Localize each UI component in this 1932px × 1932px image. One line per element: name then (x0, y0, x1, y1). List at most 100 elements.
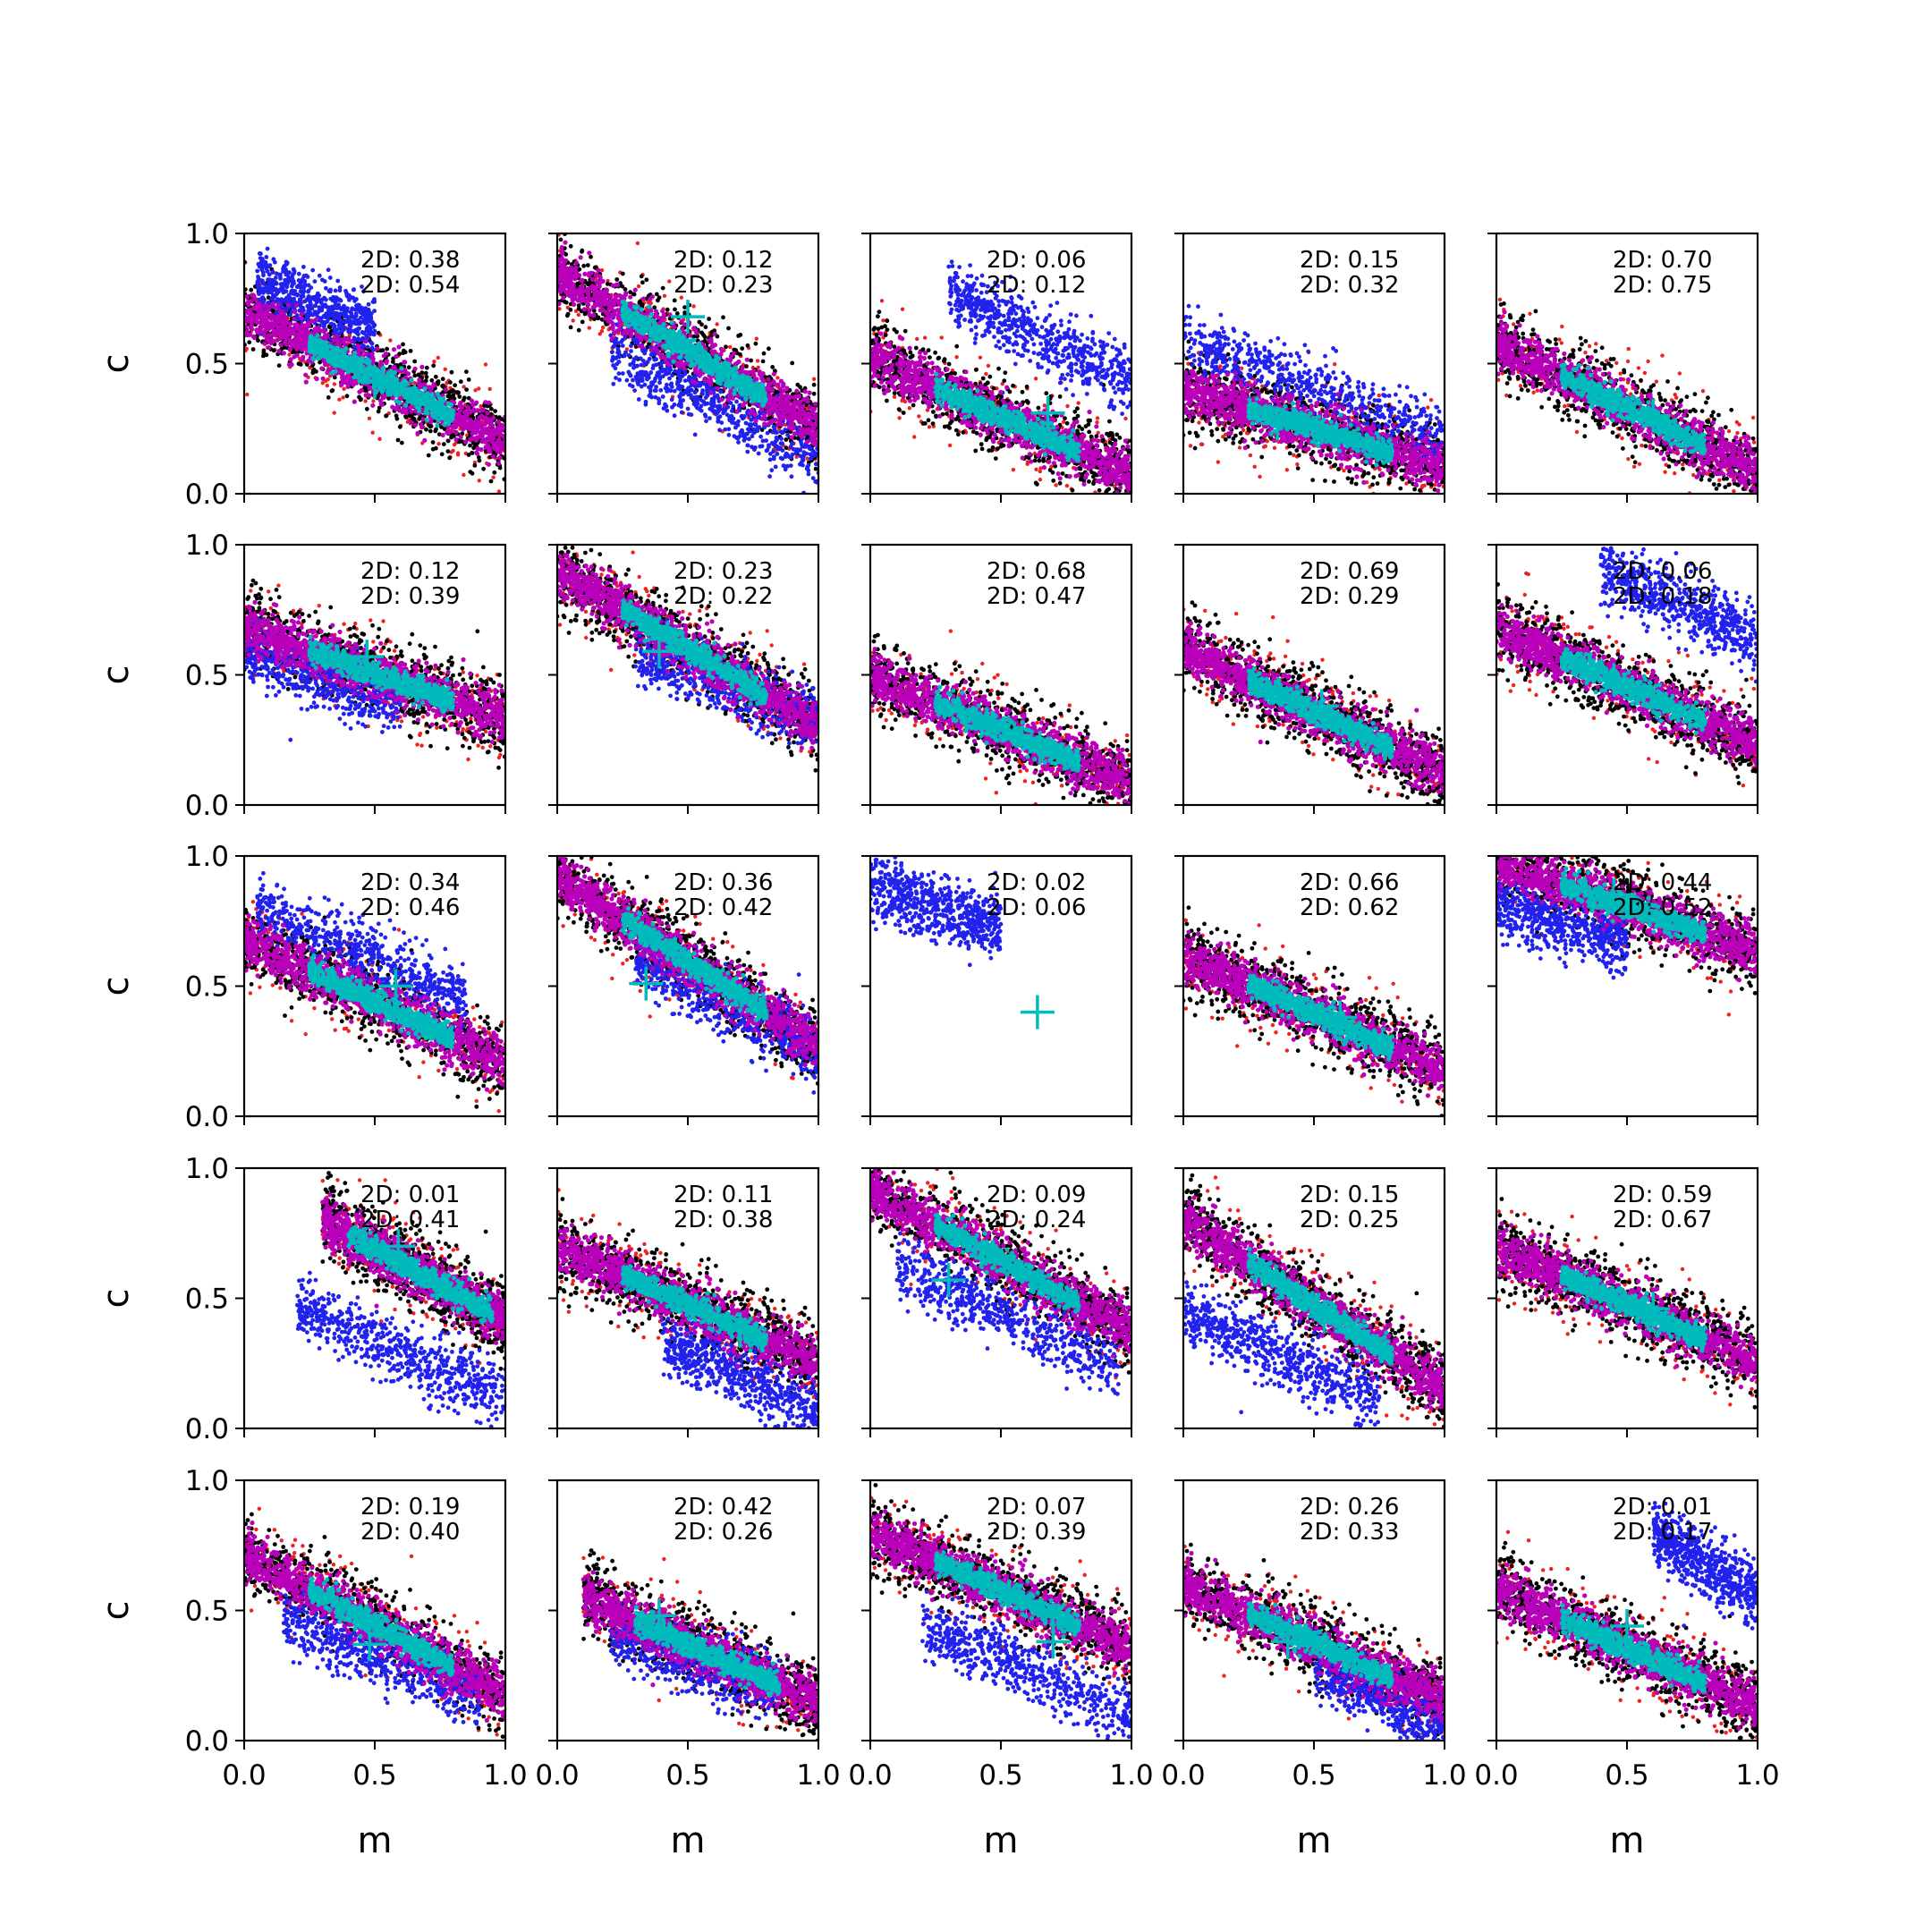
panel-annotation: 2D: 0.39 (987, 1519, 1086, 1546)
x-tick-label: 0.5 (1292, 1759, 1335, 1792)
panel-annotation: 2D: 0.12 (987, 272, 1086, 299)
y-tick-label: 1.0 (185, 1153, 229, 1185)
x-axis-label: m (358, 1820, 393, 1861)
panel-annotation: 2D: 0.01 (1613, 1494, 1712, 1521)
panel-annotation: 2D: 0.23 (674, 558, 773, 585)
y-tick-label: 0.0 (185, 790, 229, 822)
y-axis-label: c (96, 977, 137, 996)
panel-annotation: 2D: 0.38 (674, 1207, 773, 1233)
y-tick-label: 0.5 (185, 349, 229, 381)
panel-annotation: 2D: 0.25 (1300, 1207, 1399, 1233)
panel-annotation: 2D: 0.42 (674, 1494, 773, 1521)
x-axis-label: m (1610, 1820, 1645, 1861)
cyan-points (1247, 1247, 1395, 1366)
panel-annotation: 2D: 0.66 (1300, 869, 1399, 896)
x-tick-label: 1.0 (1109, 1759, 1153, 1792)
panel-annotation: 2D: 0.67 (1613, 1207, 1712, 1233)
y-tick-label: 0.5 (185, 971, 229, 1004)
y-tick-label: 1.0 (185, 1465, 229, 1497)
panel-annotation: 2D: 0.42 (674, 894, 773, 921)
x-tick-label: 0.0 (535, 1759, 579, 1792)
x-tick-label: 0.5 (665, 1759, 709, 1792)
y-tick-label: 0.0 (185, 1413, 229, 1445)
panel-scatter (1182, 600, 1447, 806)
panel-scatter (581, 1548, 821, 1742)
x-tick-label: 1.0 (1422, 1759, 1466, 1792)
panel-annotation: 2D: 0.26 (674, 1519, 773, 1546)
panel-annotation: 2D: 0.06 (987, 247, 1086, 274)
panel-annotation: 2D: 0.46 (360, 894, 460, 921)
y-tick-label: 0.0 (185, 479, 229, 511)
panel-annotation: 2D: 0.36 (674, 869, 773, 896)
y-axis-label: c (96, 354, 137, 374)
panel-annotation: 2D: 0.12 (674, 247, 773, 274)
panel-annotation: 2D: 0.54 (360, 272, 460, 299)
panel-annotation: 2D: 0.75 (1613, 272, 1712, 299)
panel-scatter (1182, 1543, 1447, 1742)
panel-annotation: 2D: 0.15 (1300, 1182, 1399, 1208)
panel-scatter (1495, 298, 1760, 496)
y-axis-label: c (96, 1601, 137, 1621)
panel-annotation: 2D: 0.33 (1300, 1519, 1399, 1546)
panel-annotation: 2D: 0.29 (1300, 583, 1399, 610)
x-tick-label: 0.5 (979, 1759, 1022, 1792)
x-axis-label: m (984, 1820, 1019, 1861)
panel-annotation: 2D: 0.02 (987, 869, 1086, 896)
panel-annotation: 2D: 0.32 (1300, 272, 1399, 299)
y-tick-label: 0.0 (185, 1725, 229, 1758)
panel-annotation: 2D: 0.26 (1300, 1494, 1399, 1521)
panel-annotation: 2D: 0.24 (987, 1207, 1086, 1233)
x-tick-label: 0.5 (352, 1759, 396, 1792)
blue-points (869, 855, 1004, 967)
panel-annotation: 2D: 0.07 (987, 1494, 1086, 1521)
true-value-marker (1021, 996, 1055, 1030)
panel-annotation: 2D: 0.34 (360, 869, 460, 896)
x-tick-label: 0.5 (1605, 1759, 1648, 1792)
y-tick-label: 1.0 (185, 218, 229, 250)
panel-scatter (869, 629, 1134, 806)
x-tick-label: 1.0 (1735, 1759, 1779, 1792)
x-tick-label: 0.0 (222, 1759, 266, 1792)
panel-annotation: 2D: 0.19 (360, 1494, 460, 1521)
panel-annotation: 2D: 0.68 (987, 558, 1086, 585)
panel-scatter (1181, 304, 1446, 496)
panel-annotation: 2D: 0.12 (360, 558, 460, 585)
x-tick-label: 0.0 (1161, 1759, 1205, 1792)
y-tick-label: 0.5 (185, 660, 229, 692)
y-tick-label: 1.0 (185, 530, 229, 562)
x-tick-label: 0.0 (1474, 1759, 1518, 1792)
x-tick-label: 0.0 (848, 1759, 892, 1792)
panel-annotation: 2D: 0.70 (1613, 247, 1712, 274)
panel-annotation: 2D: 0.06 (1613, 558, 1712, 585)
panel-annotation: 2D: 0.17 (1613, 1519, 1712, 1546)
panel-annotation: 2D: 0.40 (360, 1519, 460, 1546)
panel-annotation: 2D: 0.06 (987, 894, 1086, 921)
panel-annotation: 2D: 0.47 (987, 583, 1086, 610)
panel-annotation: 2D: 0.01 (360, 1182, 460, 1208)
panel-annotation: 2D: 0.41 (360, 1207, 460, 1233)
panel-annotation: 2D: 0.23 (674, 272, 773, 299)
panel-annotation: 2D: 0.38 (360, 247, 460, 274)
